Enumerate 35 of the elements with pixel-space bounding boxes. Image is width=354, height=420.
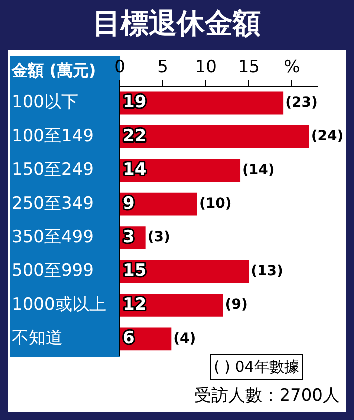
annotation: (14) — [242, 162, 275, 178]
data-label: 6 — [123, 328, 135, 349]
x-tick-label: % — [284, 58, 300, 78]
x-tick-label: 10 — [195, 58, 217, 78]
data-label: 19 — [123, 92, 147, 113]
bar — [120, 192, 198, 216]
text: 受訪人數：2700人 — [194, 385, 340, 408]
x-tick-label: 0 — [114, 58, 126, 78]
annotation: (3) — [148, 230, 170, 246]
y-axis-title: 金額 (萬元) — [12, 61, 96, 80]
annotation: (4) — [174, 330, 196, 347]
y-tick-label: 150至249 — [12, 160, 94, 180]
y-tick-label: 1000或以上 — [12, 294, 106, 315]
y-tick-label: 100至149 — [12, 126, 94, 146]
data-label: 12 — [123, 294, 147, 315]
annotation: (10) — [199, 196, 232, 212]
y-tick-label: 500至999 — [12, 261, 94, 282]
annotation: (9) — [225, 297, 248, 314]
bar — [120, 125, 310, 148]
chart-title: 目標退休金額 — [92, 6, 262, 42]
annotation: (13) — [251, 263, 284, 280]
data-label: 22 — [123, 126, 147, 146]
x-tick-label: 5 — [158, 58, 168, 78]
y-tick-label: 100以下 — [12, 92, 78, 113]
data-label: 3 — [123, 227, 135, 248]
y-tick-label: 250至349 — [12, 194, 94, 214]
text: ( ) 04年數據 — [210, 354, 304, 380]
x-tick-label: 15 — [238, 58, 260, 78]
annotation: (24) — [311, 128, 344, 145]
data-label: 9 — [123, 194, 135, 214]
data-label: 15 — [123, 261, 147, 282]
y-tick-label: 不知道 — [12, 328, 63, 349]
annotation: (23) — [286, 94, 318, 111]
y-tick-label: 350至499 — [12, 227, 94, 248]
data-label: 14 — [123, 160, 147, 180]
